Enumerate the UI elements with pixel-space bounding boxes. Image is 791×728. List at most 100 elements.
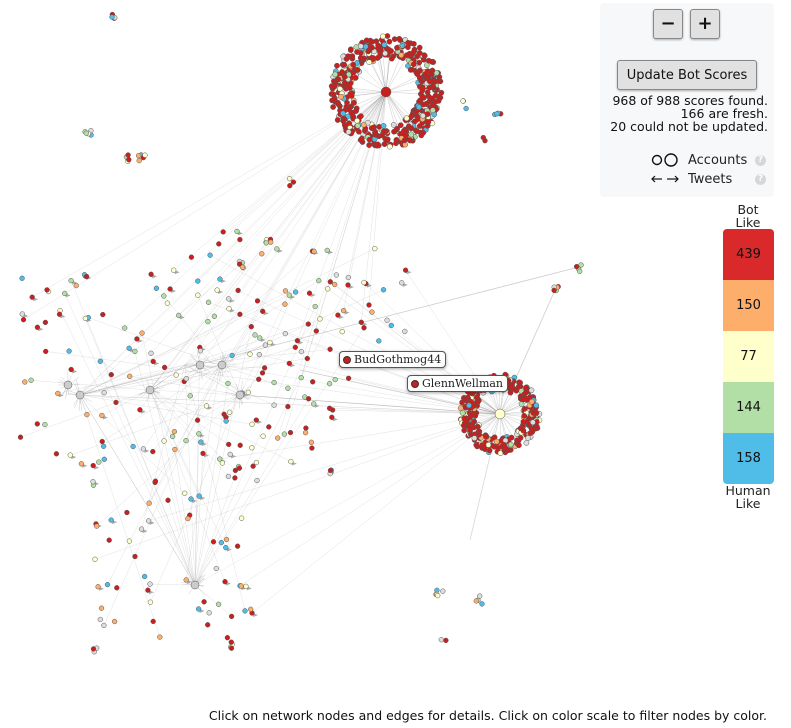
network-node[interactable] <box>78 461 85 467</box>
network-node[interactable] <box>42 319 49 326</box>
network-edge[interactable] <box>194 398 309 586</box>
network-node[interactable] <box>376 338 382 344</box>
network-node[interactable] <box>75 390 85 400</box>
network-node[interactable] <box>332 71 339 78</box>
network-edge[interactable] <box>79 248 375 396</box>
network-node[interactable] <box>249 421 255 427</box>
network-node[interactable] <box>529 429 536 435</box>
network-node[interactable] <box>286 292 292 298</box>
network-node[interactable] <box>228 645 235 651</box>
network-node[interactable] <box>494 408 506 420</box>
network-node[interactable] <box>288 458 294 465</box>
network-node[interactable] <box>109 14 115 20</box>
scale-bin-mostly-bot[interactable]: 150 <box>723 280 774 331</box>
network-node[interactable] <box>350 61 357 68</box>
network-node[interactable] <box>329 414 335 420</box>
network-node[interactable] <box>219 460 226 466</box>
network-node[interactable] <box>416 104 422 111</box>
network-node[interactable] <box>474 399 481 406</box>
network-edge[interactable] <box>360 43 387 93</box>
network-node[interactable] <box>142 152 148 158</box>
network-node[interactable] <box>157 634 163 640</box>
network-node[interactable] <box>217 360 227 370</box>
network-node[interactable] <box>248 606 254 612</box>
network-node[interactable] <box>341 73 348 80</box>
network-node[interactable] <box>55 390 61 397</box>
network-node[interactable] <box>335 99 341 106</box>
network-edge[interactable] <box>79 262 243 396</box>
network-node[interactable] <box>145 385 155 395</box>
network-node[interactable] <box>471 435 478 441</box>
network-edge[interactable] <box>385 91 405 128</box>
network-node[interactable] <box>22 379 28 385</box>
network-node[interactable] <box>309 445 315 451</box>
network-node[interactable] <box>473 598 479 604</box>
network-node[interactable] <box>333 272 340 278</box>
network-node[interactable] <box>412 118 418 125</box>
network-node[interactable] <box>361 325 367 331</box>
network-node[interactable] <box>410 61 417 68</box>
network-node[interactable] <box>148 350 154 356</box>
color-scale[interactable]: 439 150 77 144 158 <box>723 229 774 485</box>
network-node[interactable] <box>423 100 430 107</box>
network-node[interactable] <box>414 53 421 60</box>
network-node[interactable] <box>482 433 489 440</box>
network-node[interactable] <box>101 622 107 629</box>
network-node[interactable] <box>260 308 266 314</box>
network-edge[interactable] <box>239 394 501 415</box>
zoom-in-button[interactable]: + <box>690 9 720 39</box>
network-node[interactable] <box>224 635 231 641</box>
network-edge[interactable] <box>70 394 241 456</box>
network-node[interactable] <box>311 248 317 255</box>
network-node[interactable] <box>381 141 388 147</box>
network-node[interactable] <box>83 273 90 280</box>
network-node[interactable] <box>247 351 253 357</box>
network-node[interactable] <box>62 290 68 297</box>
network-node[interactable] <box>330 91 337 98</box>
network-node[interactable] <box>226 296 232 302</box>
network-node[interactable] <box>90 479 96 485</box>
network-node[interactable] <box>271 379 277 386</box>
network-node[interactable] <box>411 48 417 55</box>
network-node[interactable] <box>274 246 280 252</box>
network-node[interactable] <box>248 324 254 330</box>
network-edge[interactable] <box>194 326 252 586</box>
network-node[interactable] <box>188 496 194 502</box>
network-node[interactable] <box>98 605 105 611</box>
network-node[interactable] <box>411 41 417 47</box>
network-node[interactable] <box>104 581 111 588</box>
network-node[interactable] <box>19 275 25 281</box>
network-node[interactable] <box>173 372 179 378</box>
network-node[interactable] <box>97 358 103 364</box>
network-node[interactable] <box>34 421 40 427</box>
network-node[interactable] <box>401 137 408 144</box>
network-node[interactable] <box>527 394 533 400</box>
network-node[interactable] <box>190 580 200 590</box>
network-node[interactable] <box>153 285 160 291</box>
network-node[interactable] <box>416 75 423 81</box>
network-node[interactable] <box>462 418 469 425</box>
network-node[interactable] <box>403 115 410 122</box>
network-node[interactable] <box>507 441 514 448</box>
network-node[interactable] <box>373 142 380 149</box>
network-node[interactable] <box>294 338 301 344</box>
network-node[interactable] <box>138 526 145 532</box>
network-node[interactable] <box>263 240 269 246</box>
network-edge[interactable] <box>101 389 151 416</box>
network-node[interactable] <box>225 473 232 480</box>
network-node[interactable] <box>171 428 178 435</box>
network-edge[interactable] <box>79 291 296 396</box>
network-node[interactable] <box>228 639 234 645</box>
network-node[interactable] <box>94 523 100 529</box>
network-edge[interactable] <box>23 91 387 320</box>
network-node[interactable] <box>114 585 120 591</box>
network-node[interactable] <box>305 396 312 402</box>
network-node[interactable] <box>366 142 372 148</box>
network-node[interactable] <box>282 288 289 294</box>
network-node[interactable] <box>216 241 222 247</box>
network-node[interactable] <box>161 438 167 444</box>
network-edge[interactable] <box>79 91 387 396</box>
network-node[interactable] <box>341 61 348 68</box>
network-node[interactable] <box>97 616 103 623</box>
network-edge[interactable] <box>85 318 196 586</box>
